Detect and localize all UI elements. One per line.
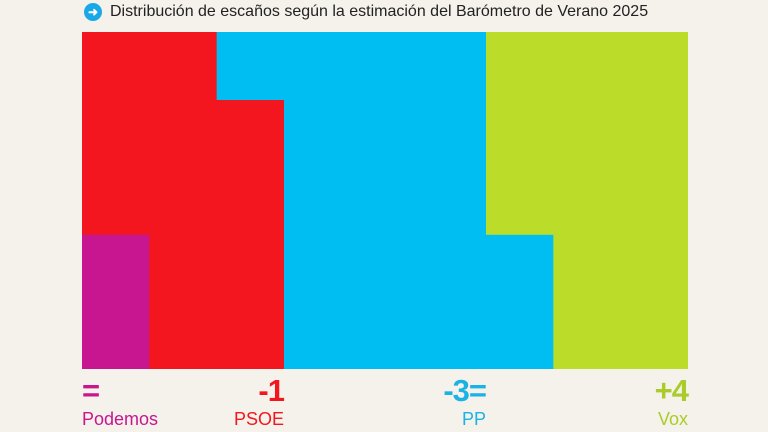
seat-psoe (216, 166, 285, 235)
seat-psoe (149, 301, 218, 369)
seat-pp (284, 32, 352, 100)
seat-vox (620, 166, 688, 235)
seat-vox (486, 32, 554, 100)
change-podemos: = (82, 373, 100, 408)
change-vox: +4 (654, 373, 689, 408)
seat-pp (216, 32, 285, 100)
seat-pp (284, 301, 352, 369)
seat-psoe (82, 166, 150, 235)
seat-vox (553, 32, 622, 100)
arrow-right-circle-icon: ➜ (84, 3, 102, 21)
seat-vox (553, 99, 622, 168)
seat-pp (486, 301, 554, 369)
seat-pp (351, 301, 420, 369)
seat-pp (284, 99, 352, 168)
seat-podemos (82, 301, 150, 369)
seat-pp (351, 234, 420, 303)
change-psoe: -1 (258, 373, 285, 408)
seat-psoe (149, 234, 218, 303)
seat-podemos (82, 234, 150, 303)
seat-vox (620, 301, 688, 369)
seat-pp (284, 234, 352, 303)
chart-title-text: Distribución de escaños según la estimac… (110, 3, 649, 20)
seat-psoe (149, 32, 218, 100)
seat-vox (553, 166, 622, 235)
seat-pp (351, 32, 420, 100)
label-psoe: -1 PSOE (233, 373, 285, 430)
change-pp: -3= (443, 373, 487, 408)
seat-pp (418, 166, 487, 235)
seat-vox (553, 234, 622, 303)
seat-vox (486, 99, 554, 168)
seat-pp (418, 32, 487, 100)
seat-pp (418, 234, 487, 303)
chart-title: ➜ Distribución de escaños según la estim… (84, 3, 648, 21)
label-vox: +4 Vox (654, 373, 689, 430)
seat-psoe (216, 234, 285, 303)
seat-vox (620, 99, 688, 168)
waffle-chart (82, 32, 688, 369)
seat-psoe (82, 32, 150, 100)
seat-pp (418, 99, 487, 168)
seat-pp (418, 301, 487, 369)
seat-psoe (149, 99, 218, 168)
seat-pp (351, 166, 420, 235)
name-podemos: Podemos (82, 409, 159, 429)
name-vox: Vox (657, 409, 688, 429)
seat-psoe (216, 301, 285, 369)
seat-vox (553, 301, 622, 369)
name-pp: PP (461, 409, 486, 429)
seat-pp (351, 99, 420, 168)
label-pp: -3= PP (443, 373, 487, 430)
seat-psoe (82, 99, 150, 168)
seat-vox (620, 32, 688, 100)
label-podemos: = Podemos (82, 373, 159, 430)
seat-pp (486, 234, 554, 303)
seat-pp (284, 166, 352, 235)
seat-psoe (149, 166, 218, 235)
seat-psoe (216, 99, 285, 168)
name-psoe: PSOE (233, 409, 284, 429)
seat-vox (620, 234, 688, 303)
seat-vox (486, 166, 554, 235)
